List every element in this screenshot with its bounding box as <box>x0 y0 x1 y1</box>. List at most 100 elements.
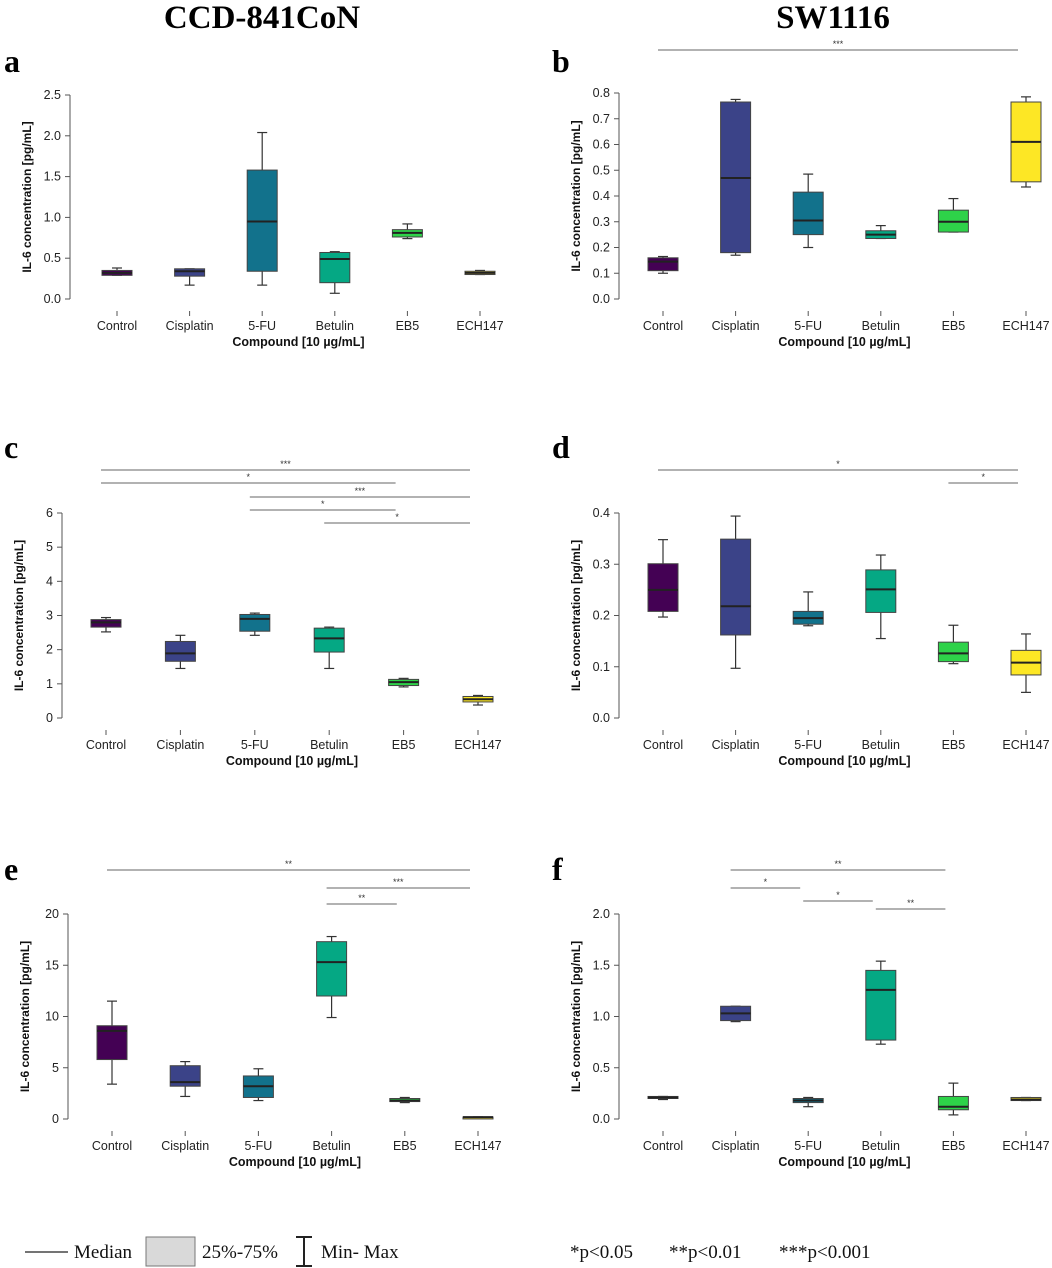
y-tick-label: 1 <box>46 677 53 691</box>
box-cisplatin <box>164 634 196 670</box>
box-5-fu <box>239 612 271 636</box>
y-tick-label: 0 <box>52 1112 59 1126</box>
y-tick-label: 4 <box>46 574 53 588</box>
significance-label: *** <box>280 459 291 469</box>
panel-letter: f <box>552 851 563 887</box>
box-eb5 <box>391 223 423 240</box>
legend-p3: ***p<0.001 <box>779 1242 870 1263</box>
legend-iqr-box <box>145 1236 196 1267</box>
x-tick-label: 5-FU <box>794 319 822 333</box>
box-cisplatin <box>174 268 206 286</box>
iqr-box <box>313 627 345 653</box>
significance-label: ** <box>834 859 842 869</box>
y-tick-label: 2 <box>46 643 53 657</box>
significance-label: * <box>321 499 325 509</box>
legend-range-icon <box>296 1236 312 1267</box>
box-betulin <box>865 225 897 240</box>
panel-c: c 0 1 2 3 4 5 6 IL-6 concentration [pg/mL] Contro… <box>4 429 502 768</box>
box-eb5 <box>937 197 969 233</box>
x-tick-label: Control <box>643 1139 683 1153</box>
iqr-box <box>319 251 351 284</box>
x-axis-label: Compound [10 µg/mL] <box>229 1155 361 1169</box>
y-tick-label: 0.6 <box>593 138 610 152</box>
x-tick-label: Cisplatin <box>156 738 204 752</box>
significance-label: *** <box>355 486 366 496</box>
y-tick-label: 0.0 <box>593 292 610 306</box>
x-tick-label: Cisplatin <box>712 738 760 752</box>
x-tick-label: ECH147 <box>454 738 501 752</box>
iqr-box <box>647 257 679 272</box>
x-tick-label: Control <box>97 319 137 333</box>
box-control <box>96 1000 128 1085</box>
y-tick-label: 20 <box>45 907 59 921</box>
x-tick-label: Betulin <box>316 319 354 333</box>
x-tick-label: Control <box>92 1139 132 1153</box>
iqr-box <box>937 1095 969 1111</box>
iqr-box <box>647 563 679 612</box>
y-axis-label: IL-6 concentration [pg/mL] <box>18 941 32 1092</box>
panel-letter: d <box>552 429 570 465</box>
y-tick-label: 6 <box>46 506 53 520</box>
significance-label: * <box>764 877 768 887</box>
legend-iqr-label: 25%-75% <box>202 1242 278 1263</box>
iqr-box <box>792 191 824 236</box>
box-eb5 <box>389 1096 421 1104</box>
x-tick-label: EB5 <box>396 319 420 333</box>
box-5-fu <box>792 173 824 249</box>
iqr-box <box>316 941 348 997</box>
x-tick-label: 5-FU <box>794 738 822 752</box>
x-tick-label: Betulin <box>312 1139 350 1153</box>
y-tick-label: 10 <box>45 1010 59 1024</box>
legend: Median 25%-75% Min- Max *p<0.05 **p<0.01… <box>25 1236 870 1267</box>
significance-label: * <box>836 890 840 900</box>
y-tick-label: 2.5 <box>44 88 61 102</box>
y-axis-label: IL-6 concentration [pg/mL] <box>569 120 583 271</box>
y-tick-label: 0.2 <box>593 609 610 623</box>
box-ech147 <box>462 1116 494 1120</box>
box-ech147 <box>1010 1096 1042 1102</box>
y-tick-label: 0.5 <box>593 1061 610 1075</box>
significance-label: ** <box>907 898 915 908</box>
box-betulin <box>865 554 897 640</box>
box-5-fu <box>242 1068 274 1102</box>
x-tick-label: Cisplatin <box>712 319 760 333</box>
y-tick-label: 0.1 <box>593 660 610 674</box>
box-ech147 <box>462 694 494 706</box>
box-control <box>647 539 679 618</box>
x-tick-label: EB5 <box>392 738 416 752</box>
y-tick-label: 0.0 <box>44 292 61 306</box>
significance-label: * <box>981 472 985 482</box>
x-axis-label: Compound [10 µg/mL] <box>778 1155 910 1169</box>
y-axis-label: IL-6 concentration [pg/mL] <box>12 540 26 691</box>
y-tick-label: 1.0 <box>44 210 61 224</box>
x-tick-label: 5-FU <box>248 319 276 333</box>
iqr-box <box>239 613 271 632</box>
iqr-box <box>169 1065 201 1087</box>
significance-label: ** <box>358 893 366 903</box>
x-axis-label: Compound [10 µg/mL] <box>778 754 910 768</box>
box-betulin <box>316 935 348 1019</box>
y-tick-label: 0.2 <box>593 241 610 255</box>
x-tick-label: EB5 <box>942 1139 966 1153</box>
panel-letter: a <box>4 43 20 79</box>
iqr-box <box>164 640 196 662</box>
x-axis-label: Compound [10 µg/mL] <box>778 335 910 349</box>
box-ech147 <box>1010 633 1042 693</box>
x-tick-label: 5-FU <box>245 1139 273 1153</box>
legend-p1: *p<0.05 <box>570 1242 633 1263</box>
y-tick-label: 0.4 <box>593 506 610 520</box>
significance-label: *** <box>833 39 844 49</box>
panel-letter: c <box>4 429 18 465</box>
y-tick-label: 0.3 <box>593 557 610 571</box>
y-tick-label: 2.0 <box>593 907 610 921</box>
y-tick-label: 0.7 <box>593 112 610 126</box>
x-tick-label: Cisplatin <box>712 1139 760 1153</box>
x-tick-label: ECH147 <box>1002 319 1049 333</box>
x-tick-label: Betulin <box>862 319 900 333</box>
iqr-box <box>174 268 206 277</box>
y-tick-label: 0.1 <box>593 266 610 280</box>
panel-letter: b <box>552 43 570 79</box>
x-tick-label: EB5 <box>942 319 966 333</box>
y-tick-label: 3 <box>46 609 53 623</box>
box-control <box>647 1095 679 1101</box>
